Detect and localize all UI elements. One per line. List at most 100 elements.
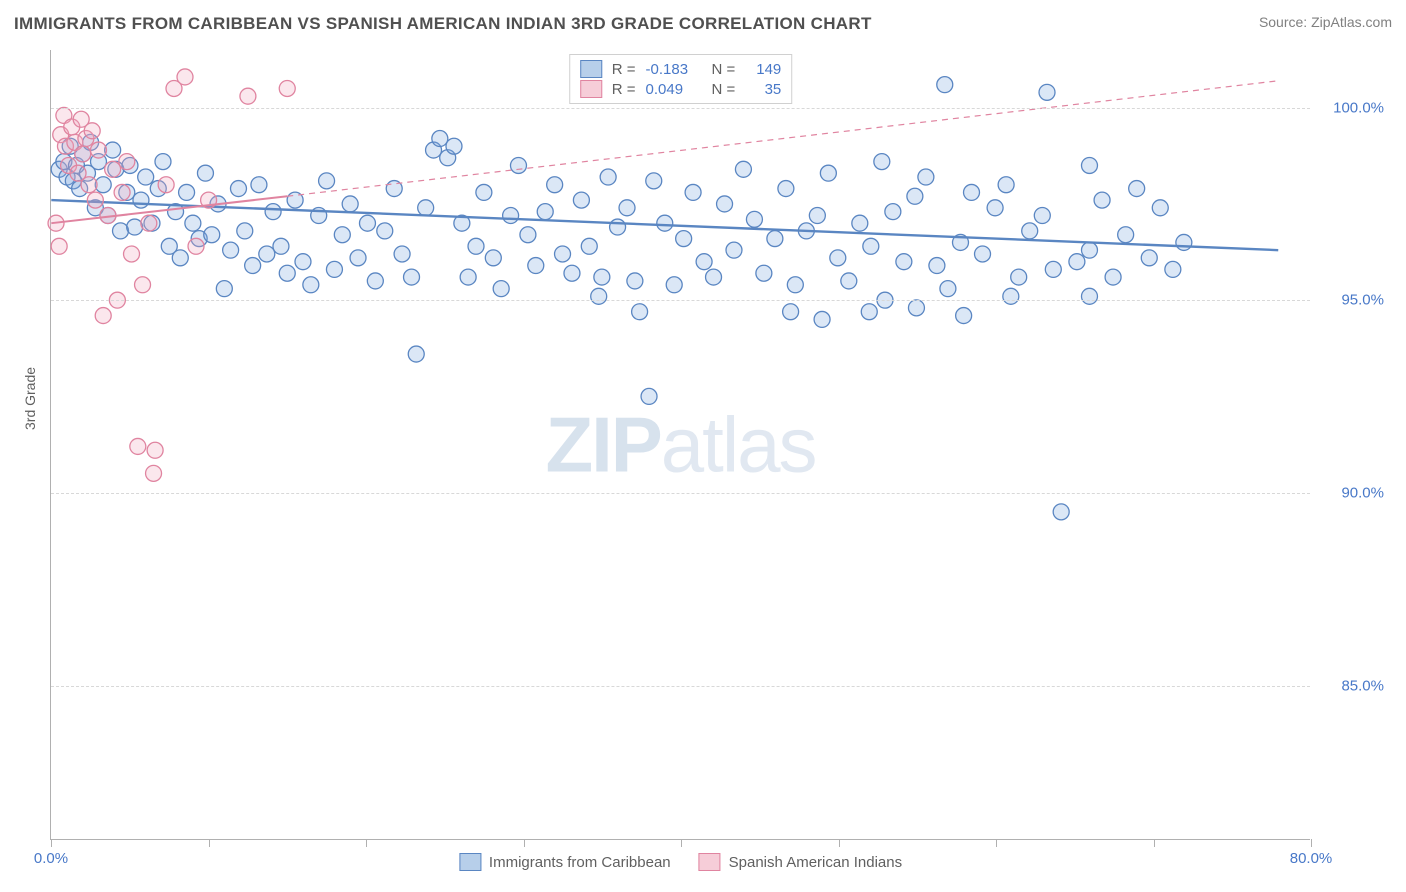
data-point-s1 [265,204,281,220]
data-point-s1 [245,258,261,274]
data-point-s2 [188,238,204,254]
source-attribution: Source: ZipAtlas.com [1259,14,1392,30]
data-point-s1 [468,238,484,254]
data-point-s1 [1053,504,1069,520]
data-point-s2 [87,192,103,208]
data-point-s1 [446,138,462,154]
data-point-s1 [1081,157,1097,173]
n-label: N = [712,81,736,98]
data-point-s1 [756,265,772,281]
data-point-s1 [600,169,616,185]
data-point-s1 [273,238,289,254]
data-point-s1 [342,196,358,212]
data-point-s1 [564,265,580,281]
data-point-s1 [138,169,154,185]
r-value: 0.049 [646,81,702,98]
data-point-s1 [1039,84,1055,100]
data-point-s1 [778,181,794,197]
data-point-s2 [95,308,111,324]
data-point-s1 [937,77,953,93]
legend-item: Spanish American Indians [699,853,902,871]
data-point-s1 [929,258,945,274]
data-point-s1 [204,227,220,243]
x-tick-mark [51,839,52,847]
data-point-s1 [918,169,934,185]
data-point-s1 [696,254,712,270]
data-point-s1 [746,211,762,227]
data-point-s2 [119,154,135,170]
data-point-s2 [105,161,121,177]
data-point-s1 [998,177,1014,193]
data-point-s1 [259,246,275,262]
data-point-s1 [685,184,701,200]
r-label: R = [612,81,636,98]
gridline [51,686,1310,687]
data-point-s1 [172,250,188,266]
data-point-s1 [809,208,825,224]
data-point-s1 [861,304,877,320]
data-point-s1 [279,265,295,281]
data-point-s1 [1118,227,1134,243]
series-legend: Immigrants from Caribbean Spanish Americ… [459,853,902,871]
data-point-s1 [874,154,890,170]
data-point-s2 [177,69,193,85]
data-point-s1 [1011,269,1027,285]
data-point-s2 [279,80,295,96]
plot-area: ZIPatlas R = -0.183 N = 149 R = 0.049 N … [50,50,1310,840]
data-point-s1 [676,231,692,247]
y-tick-label: 90.0% [1341,485,1384,502]
data-point-s1 [627,273,643,289]
n-value: 149 [745,61,781,78]
data-point-s2 [81,177,97,193]
data-point-s1 [537,204,553,220]
legend-swatch-series2 [580,80,602,98]
data-point-s1 [185,215,201,231]
x-tick-label: 80.0% [1290,850,1333,867]
data-point-s1 [350,250,366,266]
data-point-s1 [987,200,1003,216]
data-point-s1 [830,250,846,266]
data-point-s1 [885,204,901,220]
data-point-s1 [964,184,980,200]
data-point-s1 [666,277,682,293]
x-tick-mark [366,839,367,847]
data-point-s2 [158,177,174,193]
data-point-s1 [319,173,335,189]
y-axis-label: 3rd Grade [22,367,38,430]
data-point-s1 [641,388,657,404]
data-point-s1 [908,300,924,316]
x-tick-mark [839,839,840,847]
data-point-s1 [735,161,751,177]
data-point-s1 [863,238,879,254]
data-point-s1 [1081,288,1097,304]
data-point-s1 [485,250,501,266]
data-point-s1 [133,192,149,208]
data-point-s1 [503,208,519,224]
data-point-s1 [303,277,319,293]
data-point-s1 [1069,254,1085,270]
data-point-s1 [594,269,610,285]
data-point-s1 [251,177,267,193]
trend-line-s1 [51,200,1278,250]
correlation-legend: R = -0.183 N = 149 R = 0.049 N = 35 [569,54,793,104]
data-point-s1 [334,227,350,243]
data-point-s1 [646,173,662,189]
gridline [51,493,1310,494]
r-label: R = [612,61,636,78]
y-tick-label: 95.0% [1341,292,1384,309]
y-tick-label: 85.0% [1341,677,1384,694]
data-point-s1 [619,200,635,216]
data-point-s2 [114,184,130,200]
data-point-s1 [1105,269,1121,285]
gridline [51,300,1310,301]
data-point-s1 [1152,200,1168,216]
data-point-s2 [124,246,140,262]
data-point-s2 [141,215,157,231]
data-point-s1 [216,281,232,297]
data-point-s1 [555,246,571,262]
data-point-s1 [706,269,722,285]
legend-item: Immigrants from Caribbean [459,853,671,871]
data-point-s1 [1176,234,1192,250]
data-point-s2 [146,465,162,481]
data-point-s1 [767,231,783,247]
